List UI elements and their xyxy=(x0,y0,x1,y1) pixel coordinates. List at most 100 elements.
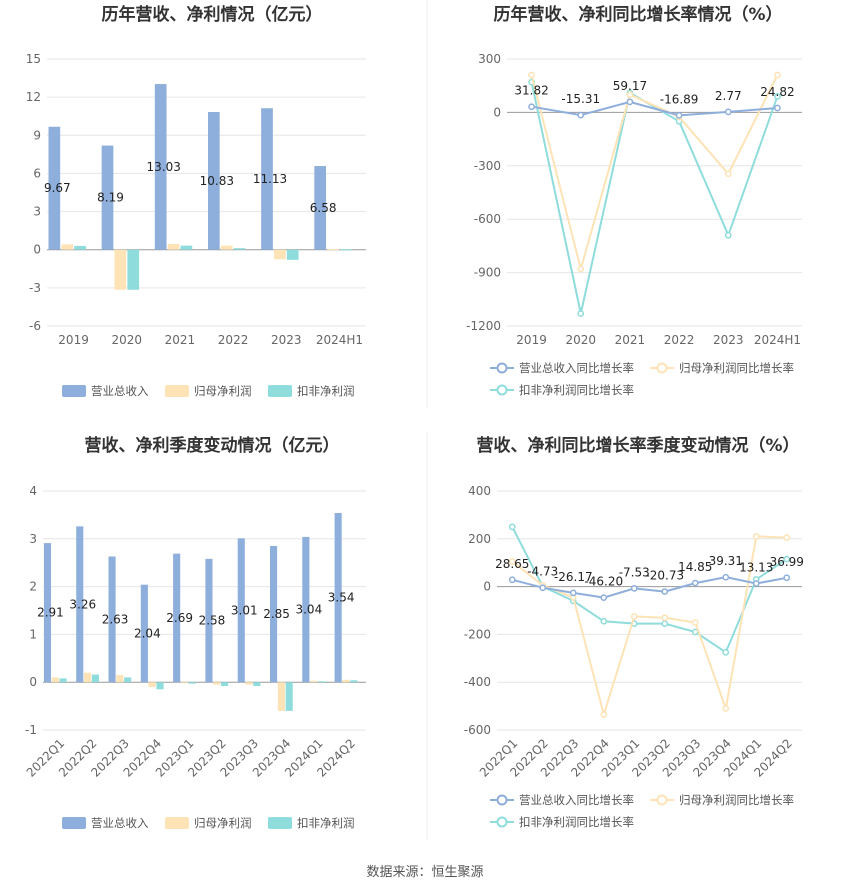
quarter-line-y-tick-label: -600 xyxy=(464,723,491,737)
quarter-bar-bar-series1 xyxy=(43,543,52,683)
quarter-line-y-tick-label: 200 xyxy=(468,532,491,546)
quarter-bar-bar-series1 xyxy=(173,553,181,683)
quarter-bar-legend: 营业总收入 归母净利润 扣非净利润 xyxy=(62,816,355,830)
annual-bar-bar-series2 xyxy=(274,249,286,260)
quarter-line-legend-marker xyxy=(656,794,668,806)
quarter-line-point-series1 xyxy=(661,588,669,595)
annual-bar-bar-series3 xyxy=(286,249,299,260)
quarter-bar-data-label: 2.85 xyxy=(263,607,290,621)
quarter-bar-bar-series3 xyxy=(59,678,67,683)
quarter-bar-data-label: 3.26 xyxy=(69,597,96,611)
annual-bar-y-tick-label: 0 xyxy=(33,243,41,257)
quarter-line-point-series1 xyxy=(508,576,516,584)
annual-bar-data-label: 9.67 xyxy=(44,181,71,195)
quarter-line-line-series3 xyxy=(511,526,788,654)
annual-bar-y-tick-label: 15 xyxy=(26,52,41,66)
quarter-bar-title: 营收、净利季度变动情况（亿元） xyxy=(85,435,340,456)
quarter-line-line-series2 xyxy=(511,535,787,719)
annual-bar-data-label: 11.13 xyxy=(253,172,287,186)
annual-bar-legend-swatch xyxy=(268,385,292,397)
quarter-line-data-label: 39.31 xyxy=(709,554,743,568)
quarter-bar-y-tick-label: 4 xyxy=(29,484,37,498)
annual-bar-bar-series3 xyxy=(233,248,246,250)
quarter-line-data-label: -4.73 xyxy=(527,565,558,579)
annual-bar-bar-series1 xyxy=(154,84,167,250)
annual-bar-x-tick-label: 2019 xyxy=(58,333,89,347)
quarter-bar-legend-swatch xyxy=(165,817,189,829)
quarter-line-point-series2 xyxy=(508,558,516,565)
annual-line-title: 历年营收、净利同比增长率情况（%） xyxy=(493,4,782,25)
annual-line-x-tick-label: 2021 xyxy=(615,333,646,347)
annual-line-line-series3 xyxy=(530,81,779,314)
quarter-bar-data-label: 3.04 xyxy=(295,603,322,617)
annual-line-data-label: 31.82 xyxy=(514,84,548,98)
quarter-bar-y-tick-label: -1 xyxy=(25,723,37,737)
quarter-line-point-series3 xyxy=(600,617,608,625)
quarter-line-point-series1 xyxy=(569,589,577,597)
quarter-line-point-series2 xyxy=(661,614,669,622)
quarter-bar-legend-label: 归母净利润 xyxy=(194,816,252,830)
annual-line-point-series2 xyxy=(774,71,781,79)
quarter-line-legend-marker xyxy=(496,794,508,806)
quarter-bar-bar-series1 xyxy=(205,558,213,683)
annual-line-point-series2 xyxy=(724,170,732,178)
quarter-bar-data-label: 3.54 xyxy=(328,591,355,605)
annual-bar-title: 历年营收、净利情况（亿元） xyxy=(102,4,323,25)
annual-line-point-series1 xyxy=(577,111,585,119)
quarter-line-data-label: -46.20 xyxy=(584,575,623,589)
annual-bar-y-tick-label: -6 xyxy=(29,319,41,333)
quarter-line-legend-marker xyxy=(496,816,508,828)
annual-line-point-series3 xyxy=(774,93,781,100)
quarter-line-data-label: 28.65 xyxy=(495,557,529,571)
annual-bar-bar-series3 xyxy=(74,245,86,250)
quarter-line-data-label: 14.85 xyxy=(678,560,712,574)
quarter-line-point-series2 xyxy=(783,534,791,541)
annual-bar-legend-swatch xyxy=(62,385,86,397)
quarter-line-point-series3 xyxy=(508,523,516,531)
annual-line-x-tick-label: 2019 xyxy=(516,333,547,347)
quarter-bar-bar-series1 xyxy=(108,556,116,683)
annual-line-y-tick-label: 0 xyxy=(493,105,501,119)
annual-bar-bar-series2 xyxy=(61,244,74,250)
annual-bar-bar-series2 xyxy=(220,245,233,250)
annual-line-legend-marker xyxy=(496,384,508,396)
annual-bar-data-label: 10.83 xyxy=(200,174,234,188)
annual-bar-bar-series3 xyxy=(127,249,140,290)
annual-line-legend-marker xyxy=(496,362,508,374)
quarter-line-point-series2 xyxy=(600,711,608,718)
quarter-line-point-series1 xyxy=(783,574,791,582)
quarter-bar-bar-series3 xyxy=(91,674,99,683)
quarter-bar-bar-series2 xyxy=(116,675,124,683)
quarter-bar-bar-series3 xyxy=(350,680,358,683)
quarter-bar-legend-swatch xyxy=(62,817,86,829)
quarter-bar-bar-series2 xyxy=(51,677,59,683)
annual-line-legend-marker xyxy=(656,362,668,374)
annual-line-x-tick-label: 2024H1 xyxy=(754,333,801,347)
annual-line-y-tick-label: -300 xyxy=(474,159,501,173)
quarter-line-point-series1 xyxy=(722,573,730,581)
quarter-line-point-series2 xyxy=(691,619,699,626)
annual-line-point-series1 xyxy=(675,112,683,119)
annual-line-data-label: 2.77 xyxy=(715,89,742,103)
quarter-bar-bar-series2 xyxy=(310,680,318,683)
annual-bar-bar-series2 xyxy=(114,249,127,290)
annual-bar-bar-series1 xyxy=(261,108,273,250)
annual-bar-bar-series3 xyxy=(340,249,352,251)
annual-bar-x-tick-label: 2022 xyxy=(218,333,249,347)
quarter-bar-bar-series1 xyxy=(140,584,148,683)
annual-bar-legend-label: 扣非净利润 xyxy=(297,384,355,398)
annual-line-point-series2 xyxy=(528,71,535,79)
quarter-bar-legend-swatch xyxy=(268,817,292,829)
quarter-bar-legend-label: 营业总收入 xyxy=(91,816,149,830)
quarter-bar-data-label: 2.69 xyxy=(166,611,193,625)
annual-bar-bar-series1 xyxy=(207,112,220,250)
annual-line-point-series1 xyxy=(774,104,781,112)
quarter-line-chart: 营收、净利同比增长率季度变动情况（%）4002000-200-400-60020… xyxy=(464,435,804,829)
annual-bar-bar-series3 xyxy=(180,245,193,250)
quarter-line-data-label: 36.99 xyxy=(770,555,804,569)
quarter-line-point-series1 xyxy=(539,584,547,592)
annual-line-line-series2 xyxy=(530,74,779,273)
quarter-bar-y-tick-label: 2 xyxy=(29,580,37,594)
annual-line-point-series2 xyxy=(577,265,585,273)
